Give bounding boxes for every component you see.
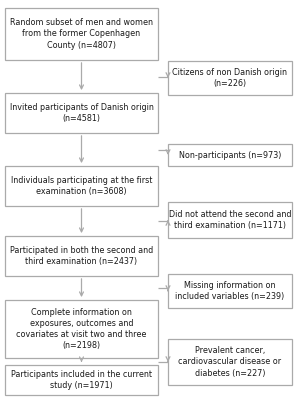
Text: Missing information on
included variables (n=239): Missing information on included variable… (176, 281, 285, 301)
Bar (5, 93, 158, 133)
Bar (5, 8, 158, 60)
Text: Complete information on
exposures, outcomes and
covariates at visit two and thre: Complete information on exposures, outco… (16, 308, 147, 350)
Text: Did not attend the second and
third examination (n=1171): Did not attend the second and third exam… (169, 210, 291, 230)
Bar (168, 61, 292, 95)
Text: Invited participants of Danish origin
(n=4581): Invited participants of Danish origin (n… (10, 103, 153, 123)
Text: Participated in both the second and
third examination (n=2437): Participated in both the second and thir… (10, 246, 153, 266)
Bar (168, 339, 292, 385)
Bar (5, 365, 158, 395)
Bar (168, 144, 292, 166)
Text: Individuals participating at the first
examination (n=3608): Individuals participating at the first e… (11, 176, 152, 196)
Bar (168, 202, 292, 238)
Bar (5, 236, 158, 276)
Text: Non-participants (n=973): Non-participants (n=973) (179, 150, 281, 160)
Bar (168, 274, 292, 308)
Text: Prevalent cancer,
cardiovascular disease or
diabetes (n=227): Prevalent cancer, cardiovascular disease… (179, 346, 282, 378)
Bar (5, 166, 158, 206)
Text: Citizens of non Danish origin
(n=226): Citizens of non Danish origin (n=226) (173, 68, 288, 88)
Bar (5, 300, 158, 358)
Text: Random subset of men and women
from the former Copenhagen
County (n=4807): Random subset of men and women from the … (10, 18, 153, 50)
Text: Participants included in the current
study (n=1971): Participants included in the current stu… (11, 370, 152, 390)
